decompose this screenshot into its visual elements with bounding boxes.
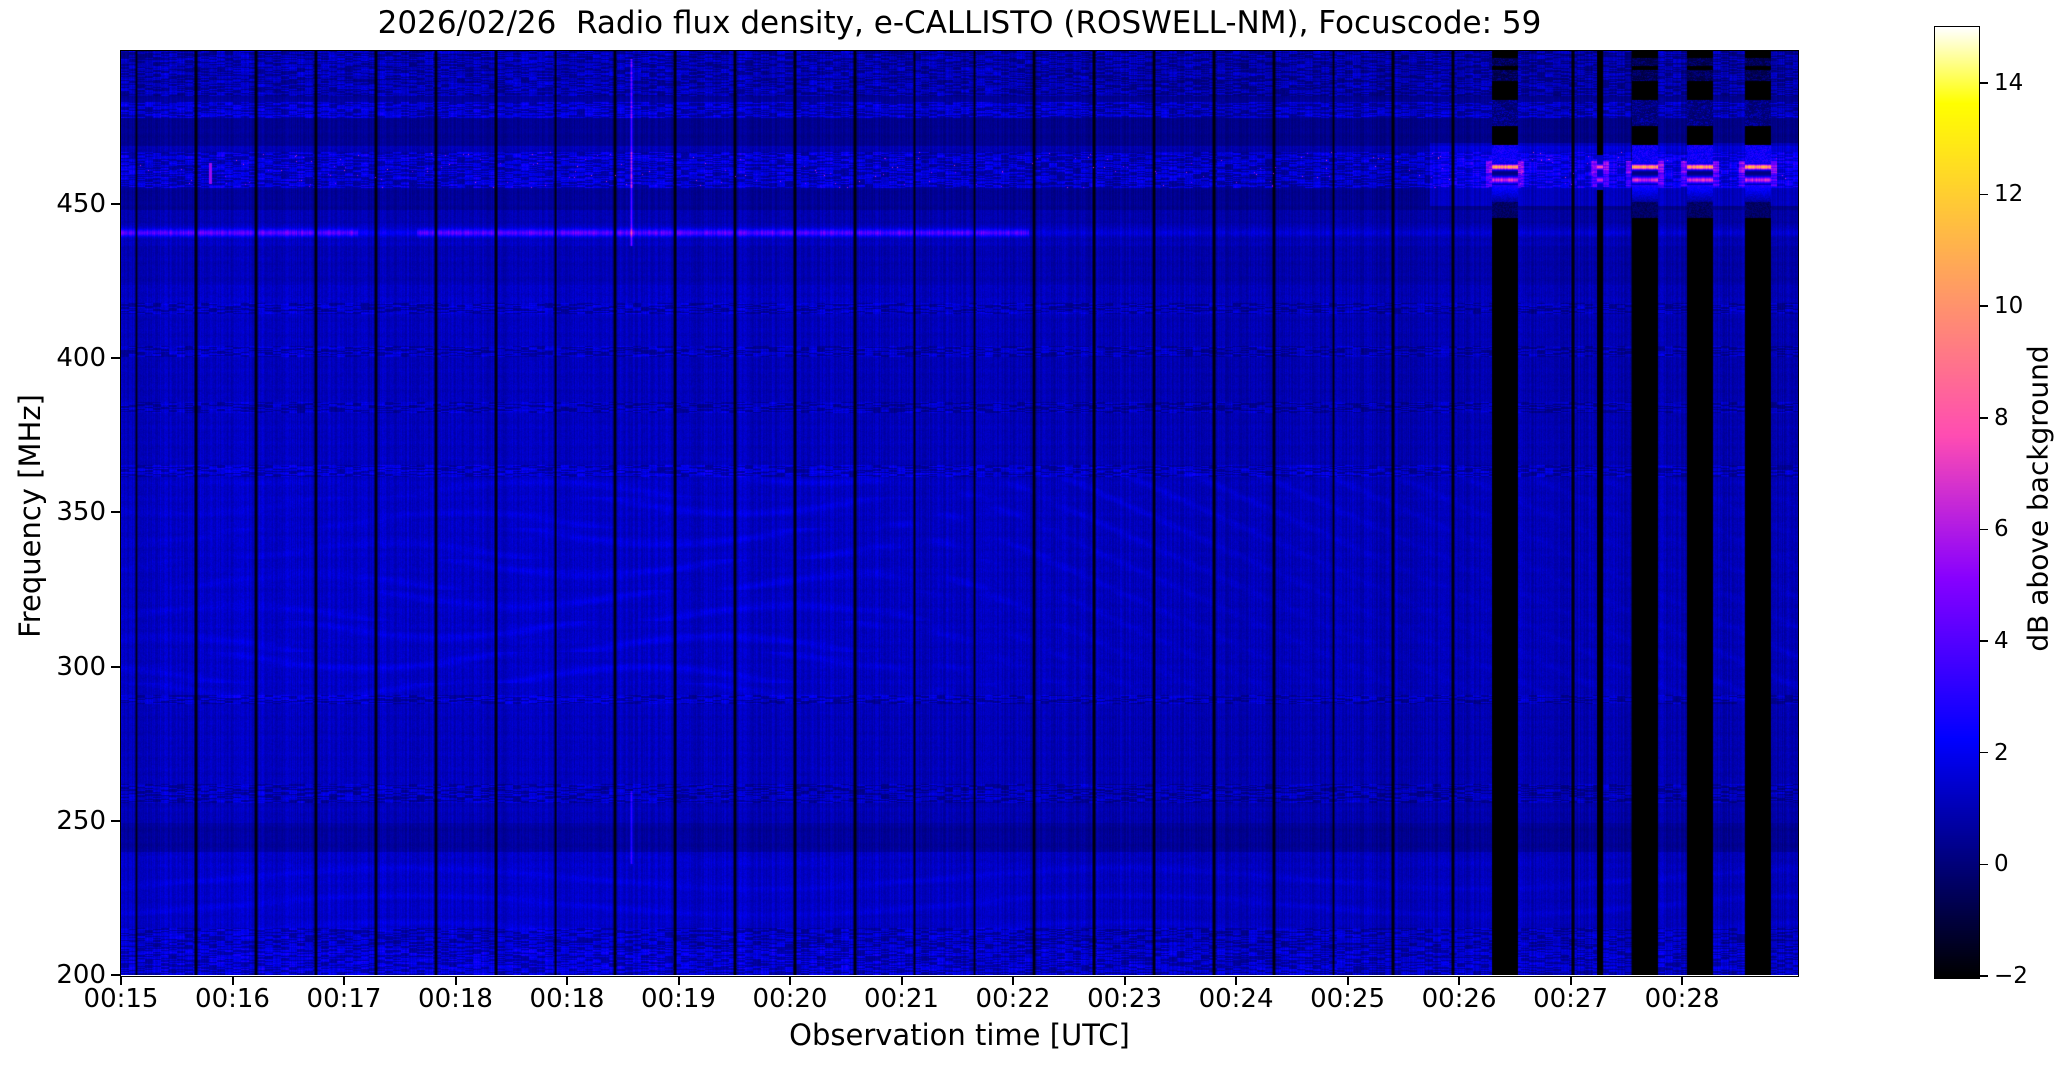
colorbar-label: dB above background	[2021, 345, 2055, 652]
y-tick-mark	[111, 511, 120, 514]
chart-title: 2026/02/26 Radio flux density, e-CALLIST…	[377, 5, 1542, 41]
colorbar-tick-label: 4	[1994, 628, 2009, 655]
x-tick-mark	[1123, 976, 1126, 985]
y-tick-label: 200	[56, 960, 106, 990]
x-tick-label: 00:25	[1310, 984, 1385, 1014]
x-tick-label: 00:21	[864, 984, 939, 1014]
colorbar-tick-mark	[1980, 975, 1988, 977]
colorbar	[1934, 26, 1980, 979]
y-tick-label: 400	[56, 343, 106, 374]
x-tick-label: 00:19	[641, 984, 716, 1014]
x-tick-mark	[1235, 976, 1238, 985]
colorbar-tick-mark	[1980, 751, 1988, 754]
colorbar-tick-label: 6	[1994, 516, 2009, 543]
x-tick-label: 00:22	[975, 984, 1051, 1014]
x-tick-mark	[1569, 976, 1572, 985]
x-tick-mark	[1346, 976, 1349, 985]
colorbar-tick-mark	[1980, 193, 1988, 196]
x-tick-mark	[900, 976, 903, 985]
y-tick-label: 250	[56, 805, 106, 836]
x-tick-mark	[789, 976, 792, 985]
colorbar-tick-label: 12	[1994, 181, 2024, 208]
y-tick-mark	[111, 665, 120, 668]
x-tick-label: 00:24	[1198, 984, 1274, 1014]
x-tick-mark	[677, 976, 680, 985]
y-tick-mark	[111, 819, 120, 822]
x-tick-mark	[1012, 976, 1015, 985]
colorbar-tick-label: 14	[1994, 69, 2024, 96]
x-tick-label: 00:28	[1644, 984, 1720, 1014]
y-tick-mark	[111, 357, 120, 360]
colorbar-tick-mark	[1980, 305, 1988, 307]
x-axis-label: Observation time [UTC]	[789, 1018, 1130, 1052]
colorbar-tick-label: −2	[1994, 963, 2028, 989]
x-tick-label: 00:27	[1533, 984, 1609, 1014]
x-tick-label: 00:15	[83, 984, 159, 1014]
x-tick-label: 00:17	[306, 984, 382, 1014]
x-tick-mark	[1681, 976, 1684, 985]
x-tick-mark	[343, 976, 345, 985]
spectrogram-image	[121, 51, 1798, 975]
x-tick-label: 00:26	[1421, 984, 1497, 1014]
colorbar-tick-label: 10	[1994, 293, 2024, 320]
x-tick-mark	[231, 976, 234, 985]
colorbar-tick-mark	[1980, 416, 1988, 419]
y-tick-mark	[111, 974, 120, 976]
x-tick-label: 00:18	[529, 984, 605, 1014]
colorbar-tick-label: 2	[1994, 739, 2009, 766]
y-tick-label: 450	[56, 188, 106, 219]
colorbar-tick-mark	[1980, 82, 1988, 84]
x-tick-mark	[566, 976, 568, 985]
x-tick-mark	[454, 976, 457, 985]
x-tick-label: 00:23	[1087, 984, 1162, 1014]
x-tick-label: 00:16	[195, 984, 270, 1014]
y-tick-label: 350	[56, 497, 106, 528]
colorbar-gradient	[1935, 27, 1979, 978]
y-tick-mark	[111, 202, 120, 205]
colorbar-tick-label: 0	[1994, 851, 2009, 878]
x-tick-mark	[1458, 976, 1461, 985]
colorbar-tick-label: 8	[1994, 404, 2009, 431]
x-tick-label: 00:20	[752, 984, 828, 1014]
x-tick-label: 00:18	[418, 984, 493, 1014]
colorbar-tick-mark	[1980, 640, 1988, 642]
y-tick-label: 300	[56, 651, 106, 682]
colorbar-tick-mark	[1980, 863, 1988, 866]
colorbar-tick-mark	[1980, 528, 1988, 531]
x-tick-mark	[120, 976, 122, 985]
